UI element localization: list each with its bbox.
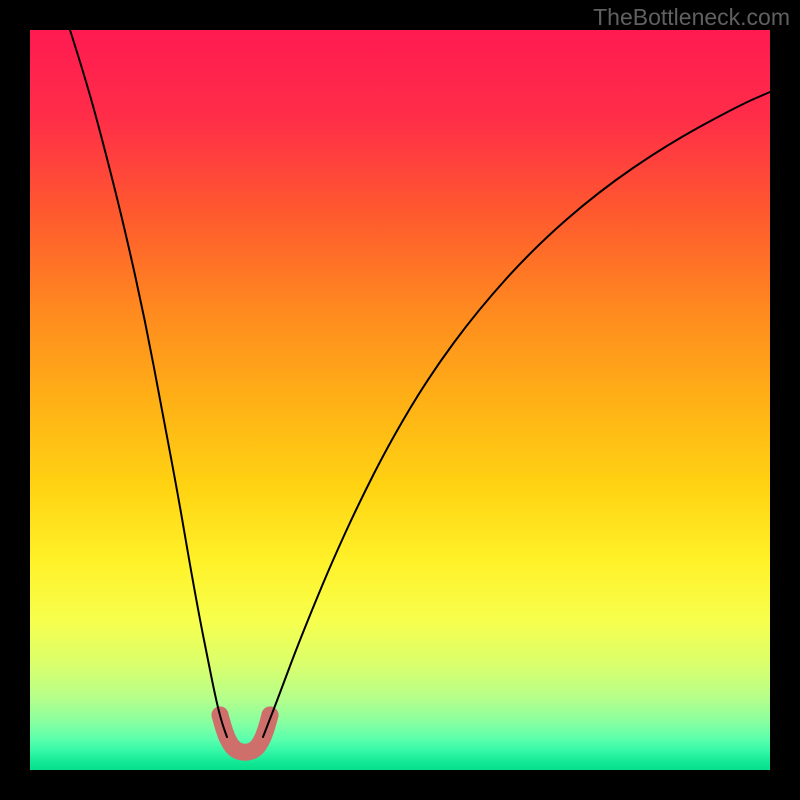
chart-canvas [0,0,800,800]
watermark-text: TheBottleneck.com [593,4,790,31]
plot-background [30,30,770,770]
bottleneck-chart-figure: TheBottleneck.com [0,0,800,800]
